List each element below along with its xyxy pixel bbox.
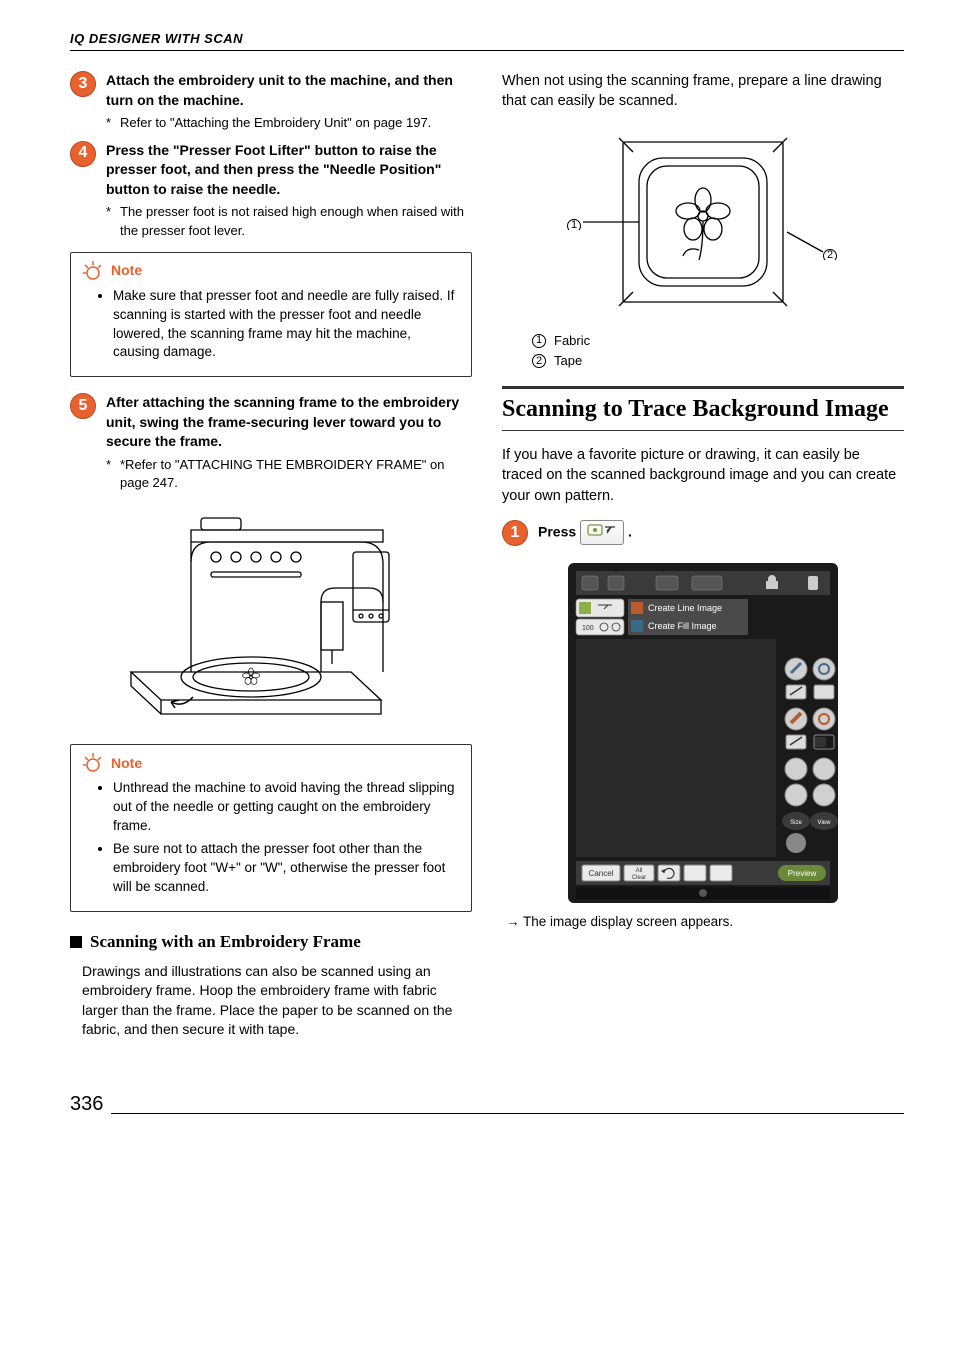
sewing-machine-illustration xyxy=(121,502,421,732)
page-footer: 336 xyxy=(70,1050,904,1118)
section-intro: If you have a favorite picture or drawin… xyxy=(502,445,904,506)
legend-marker-1: 1 xyxy=(532,334,546,348)
svg-text:Size: Size xyxy=(790,820,802,826)
scan-button-icon xyxy=(587,523,617,537)
legend-marker-2: 2 xyxy=(532,354,546,368)
press-suffix: . xyxy=(628,523,632,539)
left-column: 3 Attach the embroidery unit to the mach… xyxy=(70,71,472,1050)
note-1-item: Make sure that presser foot and needle a… xyxy=(113,287,461,363)
subheading-text: Scanning with an Embroidery Frame xyxy=(90,930,361,954)
note-2-item-1: Unthread the machine to avoid having the… xyxy=(113,779,461,836)
iq-designer-screenshot: 100 Create Line Image Create Fill Image xyxy=(568,563,838,903)
step-5-title: After attaching the scanning frame to th… xyxy=(106,393,472,452)
step-3-title: Attach the embroidery unit to the machin… xyxy=(106,71,472,110)
cancel-button[interactable]: Cancel xyxy=(589,869,614,878)
svg-text:Clear: Clear xyxy=(632,875,646,881)
menu-create-fill[interactable]: Create Fill Image xyxy=(648,621,717,631)
illustration-legend: 1 Fabric 2 Tape xyxy=(532,332,904,370)
step-badge-5: 5 xyxy=(70,393,96,419)
right-column: When not using the scanning frame, prepa… xyxy=(502,71,904,1050)
step-3-note: Refer to "Attaching the Embroidery Unit"… xyxy=(106,114,472,132)
note-2-item-2: Be sure not to attach the presser foot o… xyxy=(113,840,461,897)
note-box-1: Note Make sure that presser foot and nee… xyxy=(70,252,472,378)
frame-flower-illustration: 1 2 xyxy=(553,122,853,322)
step-badge-3: 3 xyxy=(70,71,96,97)
step-5: 5 After attaching the scanning frame to … xyxy=(70,393,472,492)
menu-create-line[interactable]: Create Line Image xyxy=(648,603,722,613)
square-bullet-icon xyxy=(70,936,82,948)
subheading-scanning-frame: Scanning with an Embroidery Frame xyxy=(70,930,472,954)
note-box-2: Note Unthread the machine to avoid havin… xyxy=(70,744,472,911)
scan-image-button[interactable] xyxy=(580,520,624,546)
lightbulb-icon xyxy=(81,751,105,775)
zoom-label: 100 xyxy=(582,625,594,632)
step-badge-1: 1 xyxy=(502,520,528,546)
step-4-title: Press the "Presser Foot Lifter" button t… xyxy=(106,141,472,200)
page-header: IQ DESIGNER WITH SCAN xyxy=(70,30,904,51)
svg-text:View: View xyxy=(818,820,832,826)
section-title-scanning: Scanning to Trace Background Image xyxy=(502,386,904,431)
content-columns: 3 Attach the embroidery unit to the mach… xyxy=(70,71,904,1050)
preview-button[interactable]: Preview xyxy=(788,869,817,878)
legend-fabric: Fabric xyxy=(554,332,590,350)
lightbulb-icon xyxy=(81,259,105,283)
page-number: 336 xyxy=(70,1090,103,1118)
step-4-note: The presser foot is not raised high enou… xyxy=(106,203,472,239)
step-3: 3 Attach the embroidery unit to the mach… xyxy=(70,71,472,132)
step-5-note: *Refer to "ATTACHING THE EMBROIDERY FRAM… xyxy=(106,456,472,492)
legend-tape: Tape xyxy=(554,352,582,370)
all-clear-button[interactable]: All xyxy=(636,868,643,874)
note-label: Note xyxy=(111,261,142,281)
step-1-title: Press . xyxy=(538,520,904,546)
subheading-body: Drawings and illustrations can also be s… xyxy=(70,962,472,1040)
result-text: → The image display screen appears. xyxy=(506,913,904,932)
note-label: Note xyxy=(111,754,142,774)
step-badge-4: 4 xyxy=(70,141,96,167)
press-prefix: Press xyxy=(538,523,580,539)
step-4: 4 Press the "Presser Foot Lifter" button… xyxy=(70,141,472,240)
step-1-right: 1 Press . xyxy=(502,520,904,550)
right-intro: When not using the scanning frame, prepa… xyxy=(502,71,904,112)
